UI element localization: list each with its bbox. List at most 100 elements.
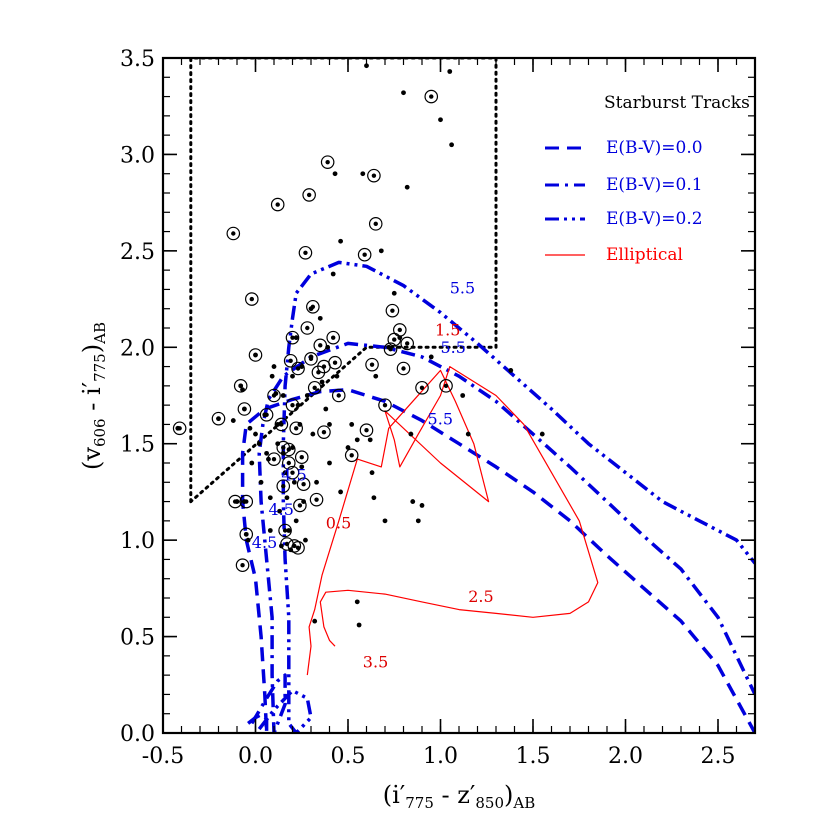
- y-tick-label: 3.0: [120, 143, 155, 168]
- circled-point-ring: [226, 226, 241, 241]
- circled-point: [301, 482, 306, 487]
- data-point: [291, 479, 297, 485]
- circled-point-ring: [239, 494, 254, 509]
- data-point: [293, 335, 299, 341]
- data-point: [447, 69, 453, 74]
- circled-point-ring: [313, 338, 328, 353]
- circled-point-ring: [270, 197, 285, 212]
- circled-point-ring: [400, 336, 414, 351]
- data-point: [310, 431, 316, 437]
- data-point: [295, 402, 301, 408]
- y-tick-label: 1.0: [120, 529, 155, 554]
- circled-point: [369, 362, 375, 367]
- series-line-elliptical: [306, 366, 599, 676]
- y-tick-label: 3.5: [120, 47, 155, 72]
- data-point: [356, 622, 362, 628]
- circled-point: [382, 402, 388, 408]
- circled-point-ring: [302, 188, 316, 202]
- circled-point-ring: [289, 421, 303, 436]
- x-tick-label: 1.5: [516, 744, 551, 769]
- circled-point-ring: [383, 342, 398, 357]
- x-tick-label: 0.0: [238, 744, 273, 769]
- circled-point: [290, 335, 295, 340]
- circled-point-ring: [331, 388, 346, 403]
- legend: Starburst Tracks E(B-V)=0.0 E(B-V)=0.1 E(B…: [545, 93, 750, 265]
- circled-point: [242, 406, 247, 412]
- data-point: [275, 422, 281, 427]
- circled-point: [303, 250, 308, 255]
- circled-point-ring: [278, 523, 292, 538]
- circled-point: [295, 366, 301, 371]
- circled-point-ring: [274, 417, 289, 432]
- circled-point-ring: [235, 558, 250, 573]
- circled-point-ring: [294, 450, 309, 465]
- x-tick-label: 2.5: [701, 744, 736, 769]
- data-point: [256, 441, 262, 447]
- circled-point: [297, 503, 303, 508]
- circled-point: [373, 221, 378, 227]
- circled-point: [349, 453, 354, 458]
- circled-point: [281, 483, 286, 489]
- circled-point-ring: [228, 494, 242, 509]
- series-line-e-b-v-0-2: [257, 260, 755, 733]
- circled-point-ring: [285, 398, 300, 412]
- circled-point: [271, 456, 277, 462]
- series-line-e-b-v-0-1: [250, 341, 755, 733]
- data-point: [382, 518, 388, 524]
- circled-point: [397, 327, 402, 333]
- circled-point: [321, 429, 327, 435]
- circled-point: [362, 252, 367, 257]
- circled-point-ring: [233, 379, 248, 393]
- circled-point-ring: [245, 292, 259, 306]
- data-point: [332, 171, 338, 177]
- track-age-label: 0.5: [326, 514, 351, 533]
- circled-point: [290, 402, 295, 408]
- circled-point: [286, 447, 291, 452]
- y-tick-label: 2.5: [120, 240, 155, 265]
- circled-point: [244, 532, 249, 537]
- selection-box-outline: [189, 58, 498, 504]
- data-point: [539, 431, 545, 437]
- data-point: [428, 354, 434, 360]
- circled-point: [286, 460, 291, 466]
- circled-point-ring: [285, 330, 300, 345]
- circled-point: [238, 383, 243, 389]
- data-point: [465, 431, 471, 437]
- circled-point-ring: [276, 479, 291, 493]
- circled-point-ring: [307, 380, 322, 395]
- data-point: [277, 508, 282, 514]
- circled-point: [294, 426, 299, 431]
- y-axis-title: (v606 - i′775)AB: [78, 322, 109, 470]
- data-point: [360, 171, 366, 177]
- circled-point-ring: [439, 379, 453, 393]
- circled-point-ring: [326, 330, 340, 345]
- circled-point-ring: [344, 448, 359, 463]
- track-age-label: 1.5: [435, 321, 460, 340]
- circled-point: [429, 94, 434, 99]
- data-point: [378, 248, 384, 254]
- circled-point-ring: [306, 299, 320, 314]
- data-point: [304, 393, 310, 398]
- circled-point-ring: [328, 355, 342, 370]
- data-point: [364, 63, 369, 69]
- data-point: [258, 479, 264, 485]
- legend-label: E(B-V)=0.0: [606, 138, 703, 158]
- data-point: [330, 271, 336, 277]
- track-lines: [240, 260, 755, 733]
- circled-point-ring: [296, 477, 311, 492]
- circled-point-ring: [283, 353, 298, 368]
- x-axis-title: (i′775 - z′850)AB: [383, 781, 535, 812]
- circled-point: [282, 528, 288, 533]
- circled-point: [288, 358, 293, 363]
- circled-point-ring: [281, 456, 296, 470]
- galaxy-points: [172, 63, 545, 628]
- circled-point: [364, 428, 369, 433]
- data-point: [354, 437, 360, 443]
- y-tick-label: 0.5: [120, 626, 155, 651]
- circled-point-ring: [259, 407, 274, 422]
- circled-point: [231, 231, 236, 236]
- data-point: [290, 373, 295, 379]
- circled-point: [321, 364, 327, 369]
- x-tick-label: 0.5: [331, 744, 366, 769]
- circled-point-ring: [211, 411, 226, 426]
